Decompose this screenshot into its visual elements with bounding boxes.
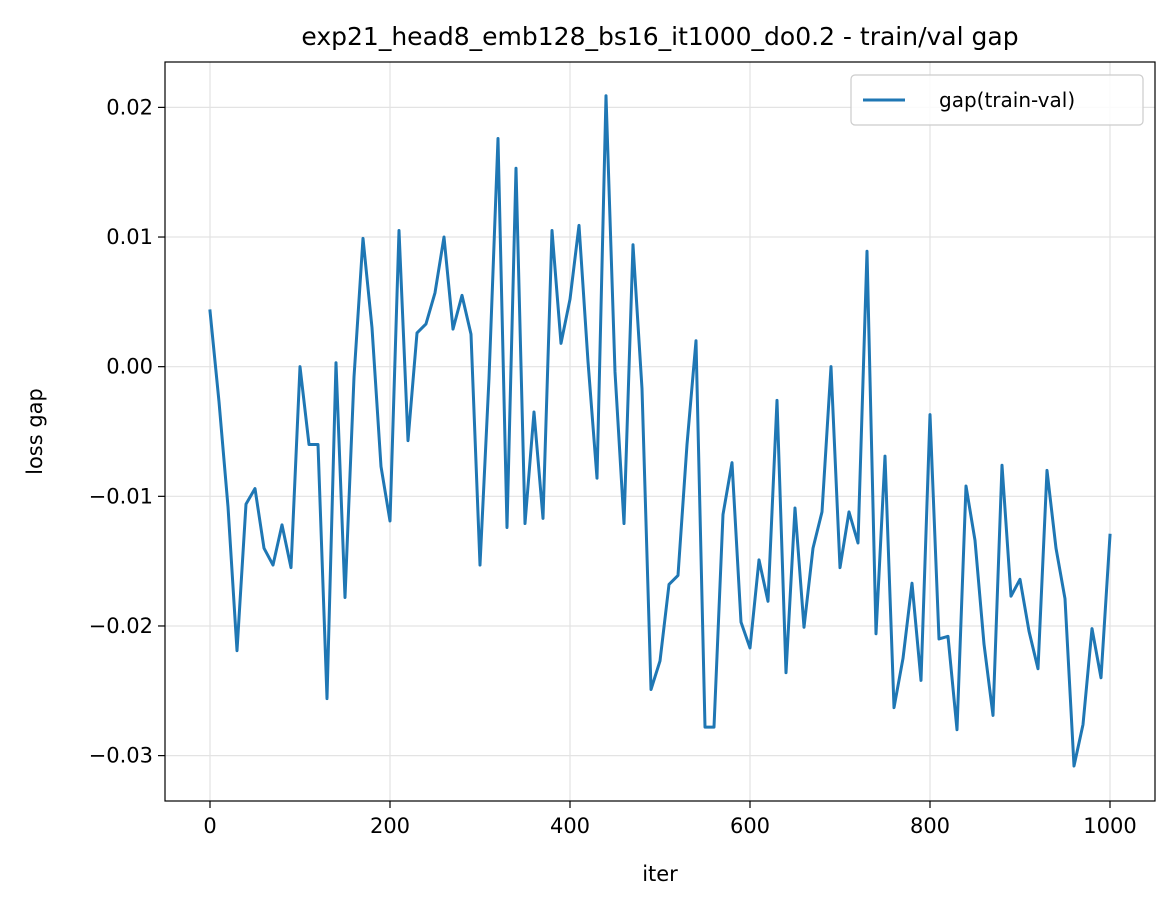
legend-box <box>850 74 1144 126</box>
x-axis-label: iter <box>642 862 678 886</box>
plot-frame <box>164 61 1156 802</box>
y-tick-label: −0.01 <box>89 484 153 508</box>
x-tick-label: 400 <box>550 814 590 838</box>
series-line-0 <box>208 94 1112 768</box>
y-axis-label: loss gap <box>23 388 47 475</box>
chart-title: exp21_head8_emb128_bs16_it1000_do0.2 - t… <box>301 22 1018 51</box>
y-tick-label: −0.03 <box>89 744 153 768</box>
legend-label: gap(train-val) <box>939 88 1075 112</box>
y-tick-label: 0.00 <box>106 355 153 379</box>
x-axis-ticks: 0 200 400 600 800 1000 <box>203 801 1137 838</box>
y-axis-ticks: −0.03 −0.02 −0.01 0.00 0.01 0.02 <box>89 95 165 768</box>
y-tick-label: −0.02 <box>89 614 153 638</box>
x-tick-label: 200 <box>370 814 410 838</box>
x-tick-label: 0 <box>203 814 216 838</box>
x-tick-label: 800 <box>910 814 950 838</box>
x-tick-label: 1000 <box>1083 814 1136 838</box>
y-tick-label: 0.01 <box>106 225 153 249</box>
series-layer <box>208 94 1112 768</box>
y-tick-label: 0.02 <box>106 95 153 119</box>
x-tick-label: 600 <box>730 814 770 838</box>
legend: gap(train-val) <box>850 74 1144 126</box>
